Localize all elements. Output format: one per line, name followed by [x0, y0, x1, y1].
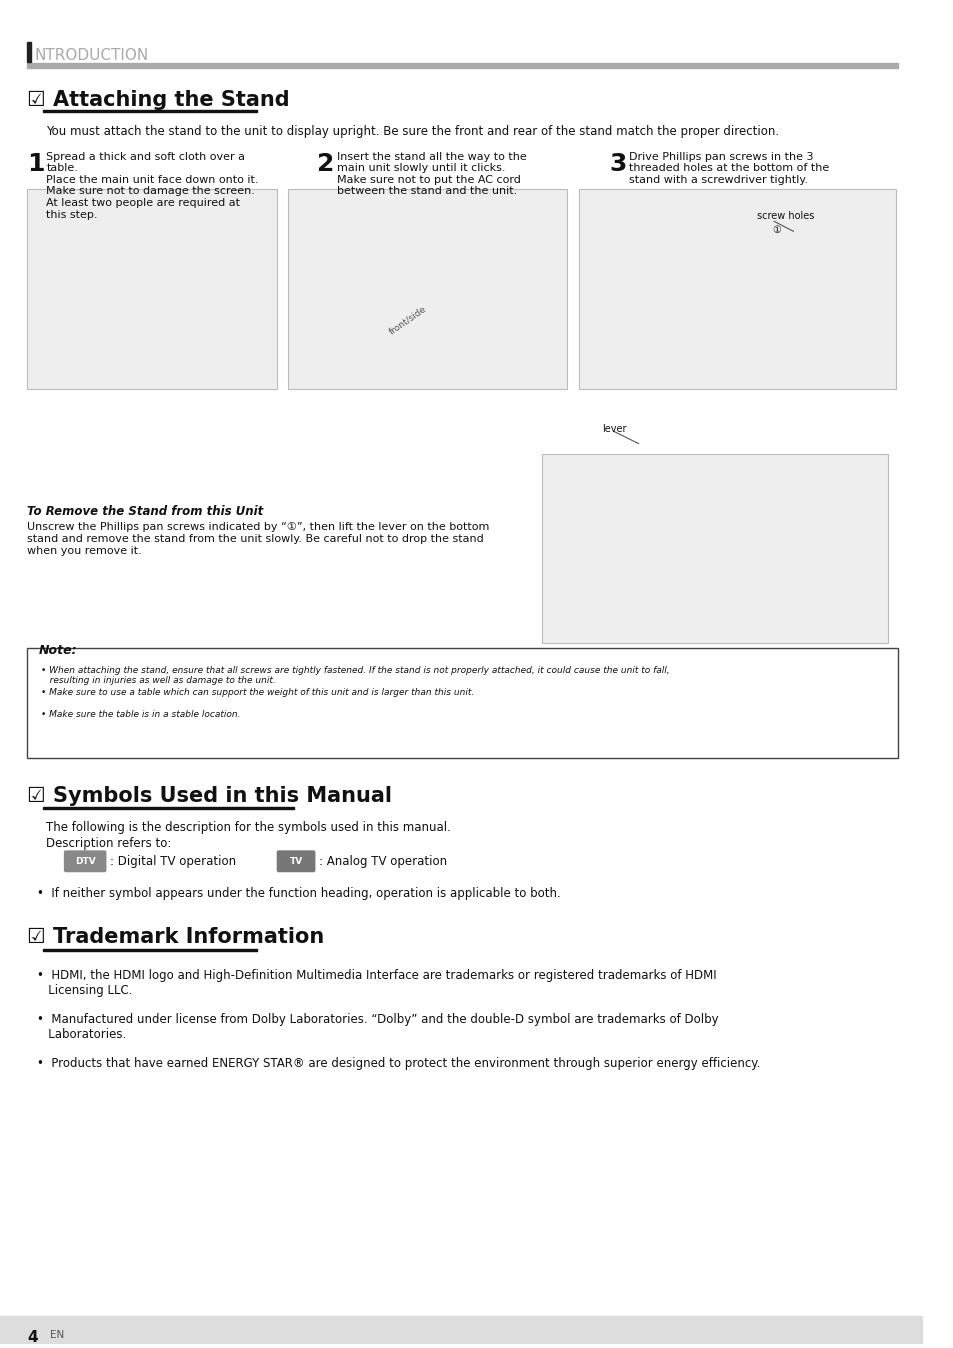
Text: : Analog TV operation: : Analog TV operation — [319, 855, 447, 868]
Text: • When attaching the stand, ensure that all screws are tightly fastened. If the : • When attaching the stand, ensure that … — [41, 666, 669, 685]
Text: 2: 2 — [317, 151, 335, 175]
Text: : Digital TV operation: : Digital TV operation — [111, 855, 236, 868]
Text: front/side: front/side — [387, 305, 427, 336]
Text: lever: lever — [601, 423, 626, 434]
Text: •  Manufactured under license from Dolby Laboratories. “Dolby” and the double-D : • Manufactured under license from Dolby … — [37, 1012, 718, 1041]
Bar — [43, 949, 257, 950]
Text: Spread a thick and soft cloth over a
table.
Place the main unit face down onto i: Spread a thick and soft cloth over a tab… — [47, 151, 258, 220]
Bar — [43, 807, 294, 809]
Text: DTV: DTV — [74, 857, 95, 865]
Text: •  If neither symbol appears under the function heading, operation is applicable: • If neither symbol appears under the fu… — [37, 887, 560, 900]
Text: Insert the stand all the way to the
main unit slowly until it clicks.
Make sure : Insert the stand all the way to the main… — [336, 151, 526, 197]
Text: Note:: Note: — [39, 644, 77, 656]
Text: ☑ Symbols Used in this Manual: ☑ Symbols Used in this Manual — [27, 786, 392, 806]
Text: ☑ Attaching the Stand: ☑ Attaching the Stand — [27, 90, 290, 109]
Text: 1: 1 — [27, 151, 45, 175]
Text: TV: TV — [289, 857, 302, 865]
Text: screw holes: screw holes — [756, 212, 813, 221]
Text: Unscrew the Phillips pan screws indicated by “①”, then lift the lever on the bot: Unscrew the Phillips pan screws indicate… — [27, 523, 489, 555]
Text: •  Products that have earned ENERGY STAR® are designed to protect the environmen: • Products that have earned ENERGY STAR®… — [37, 1057, 760, 1070]
Text: Drive Phillips pan screws in the 3
threaded holes at the bottom of the
stand wit: Drive Phillips pan screws in the 3 threa… — [628, 151, 828, 185]
Text: • Make sure to use a table which can support the weight of this unit and is larg: • Make sure to use a table which can sup… — [41, 687, 474, 697]
Text: NTRODUCTION: NTRODUCTION — [35, 47, 149, 63]
Text: 3: 3 — [609, 151, 626, 175]
Bar — [27, 648, 897, 758]
Bar — [27, 42, 30, 62]
Bar — [578, 190, 895, 388]
Text: To Remove the Stand from this Unit: To Remove the Stand from this Unit — [27, 506, 263, 519]
Text: EN: EN — [51, 1330, 65, 1340]
Bar — [0, 1316, 923, 1344]
Text: •  HDMI, the HDMI logo and High-Definition Multimedia Interface are trademarks o: • HDMI, the HDMI logo and High-Definitio… — [37, 969, 716, 998]
Text: The following is the description for the symbols used in this manual.: The following is the description for the… — [47, 821, 451, 834]
Bar — [288, 190, 566, 388]
Text: Description refers to:: Description refers to: — [47, 837, 172, 851]
Text: ①: ① — [771, 225, 780, 236]
Text: 4: 4 — [27, 1330, 38, 1345]
Text: • Make sure the table is in a stable location.: • Make sure the table is in a stable loc… — [41, 710, 240, 718]
Bar — [541, 453, 887, 643]
Bar — [43, 109, 257, 112]
FancyBboxPatch shape — [64, 851, 107, 872]
Text: ☑ Trademark Information: ☑ Trademark Information — [27, 927, 324, 948]
FancyBboxPatch shape — [276, 851, 315, 872]
Text: You must attach the stand to the unit to display upright. Be sure the front and : You must attach the stand to the unit to… — [47, 124, 779, 137]
Bar — [27, 190, 276, 388]
Bar — [27, 63, 897, 67]
